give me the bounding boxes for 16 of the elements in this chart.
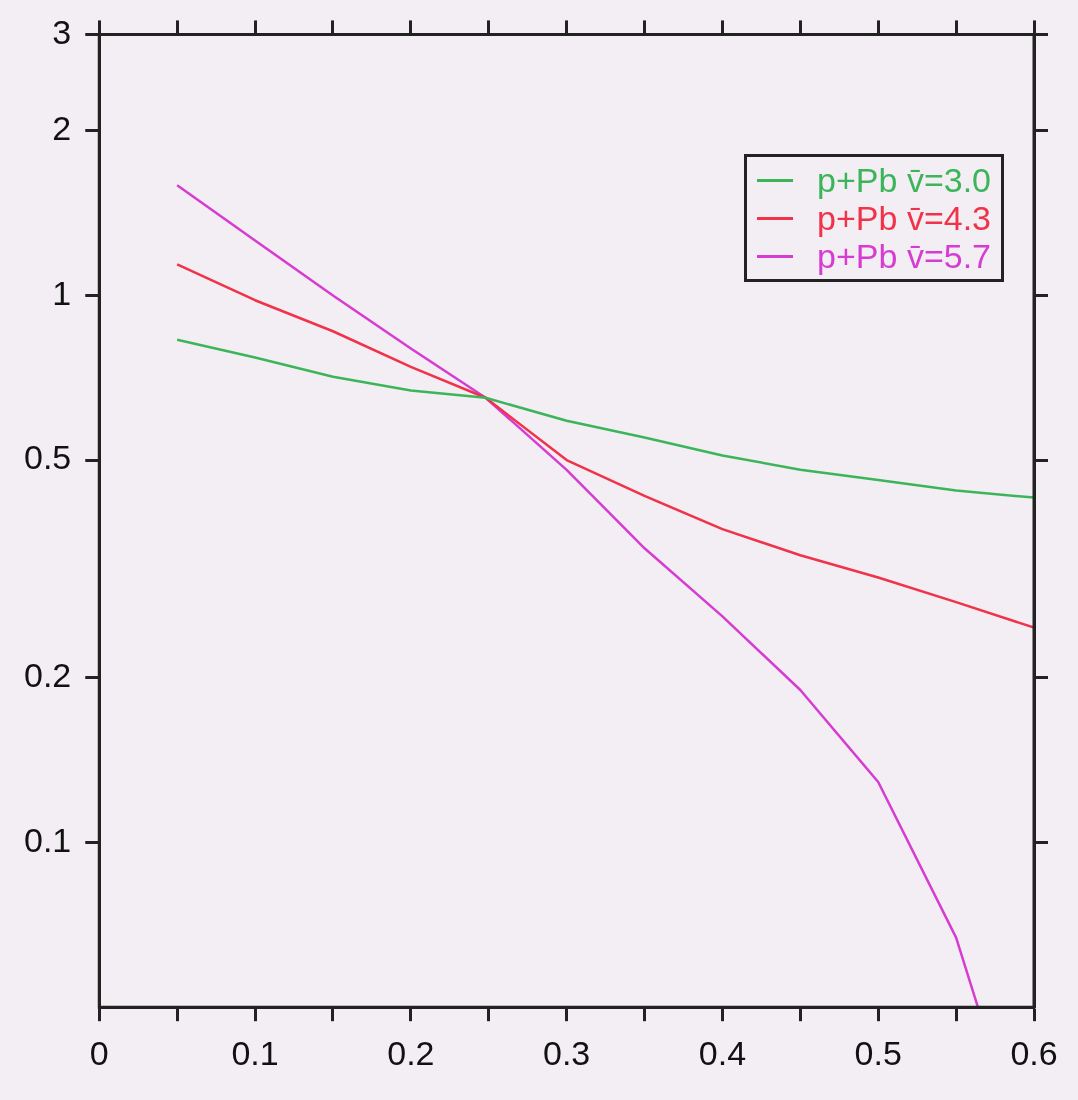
x-tick-label: 0.5 [854, 1033, 902, 1072]
y-tick-label: 1 [52, 273, 72, 312]
legend-label: p+Pb v̄=5.7 [817, 237, 991, 276]
y-tick-label: 2 [52, 109, 72, 148]
legend-label: p+Pb v̄=4.3 [817, 199, 991, 238]
x-tick-label: 0.3 [543, 1033, 591, 1072]
y-tick-label: 0.2 [24, 656, 72, 695]
x-tick-label: 0 [89, 1033, 109, 1072]
y-tick-label: 0.5 [24, 438, 72, 477]
legend-label: p+Pb v̄=3.0 [817, 161, 991, 200]
x-tick-label: 0.2 [387, 1033, 435, 1072]
x-tick-label: 0.6 [1010, 1033, 1058, 1072]
x-tick-label: 0.1 [231, 1033, 279, 1072]
x-tick-label: 0.4 [698, 1033, 747, 1072]
y-tick-label: 3 [52, 12, 72, 51]
y-tick-label: 0.1 [24, 820, 72, 859]
